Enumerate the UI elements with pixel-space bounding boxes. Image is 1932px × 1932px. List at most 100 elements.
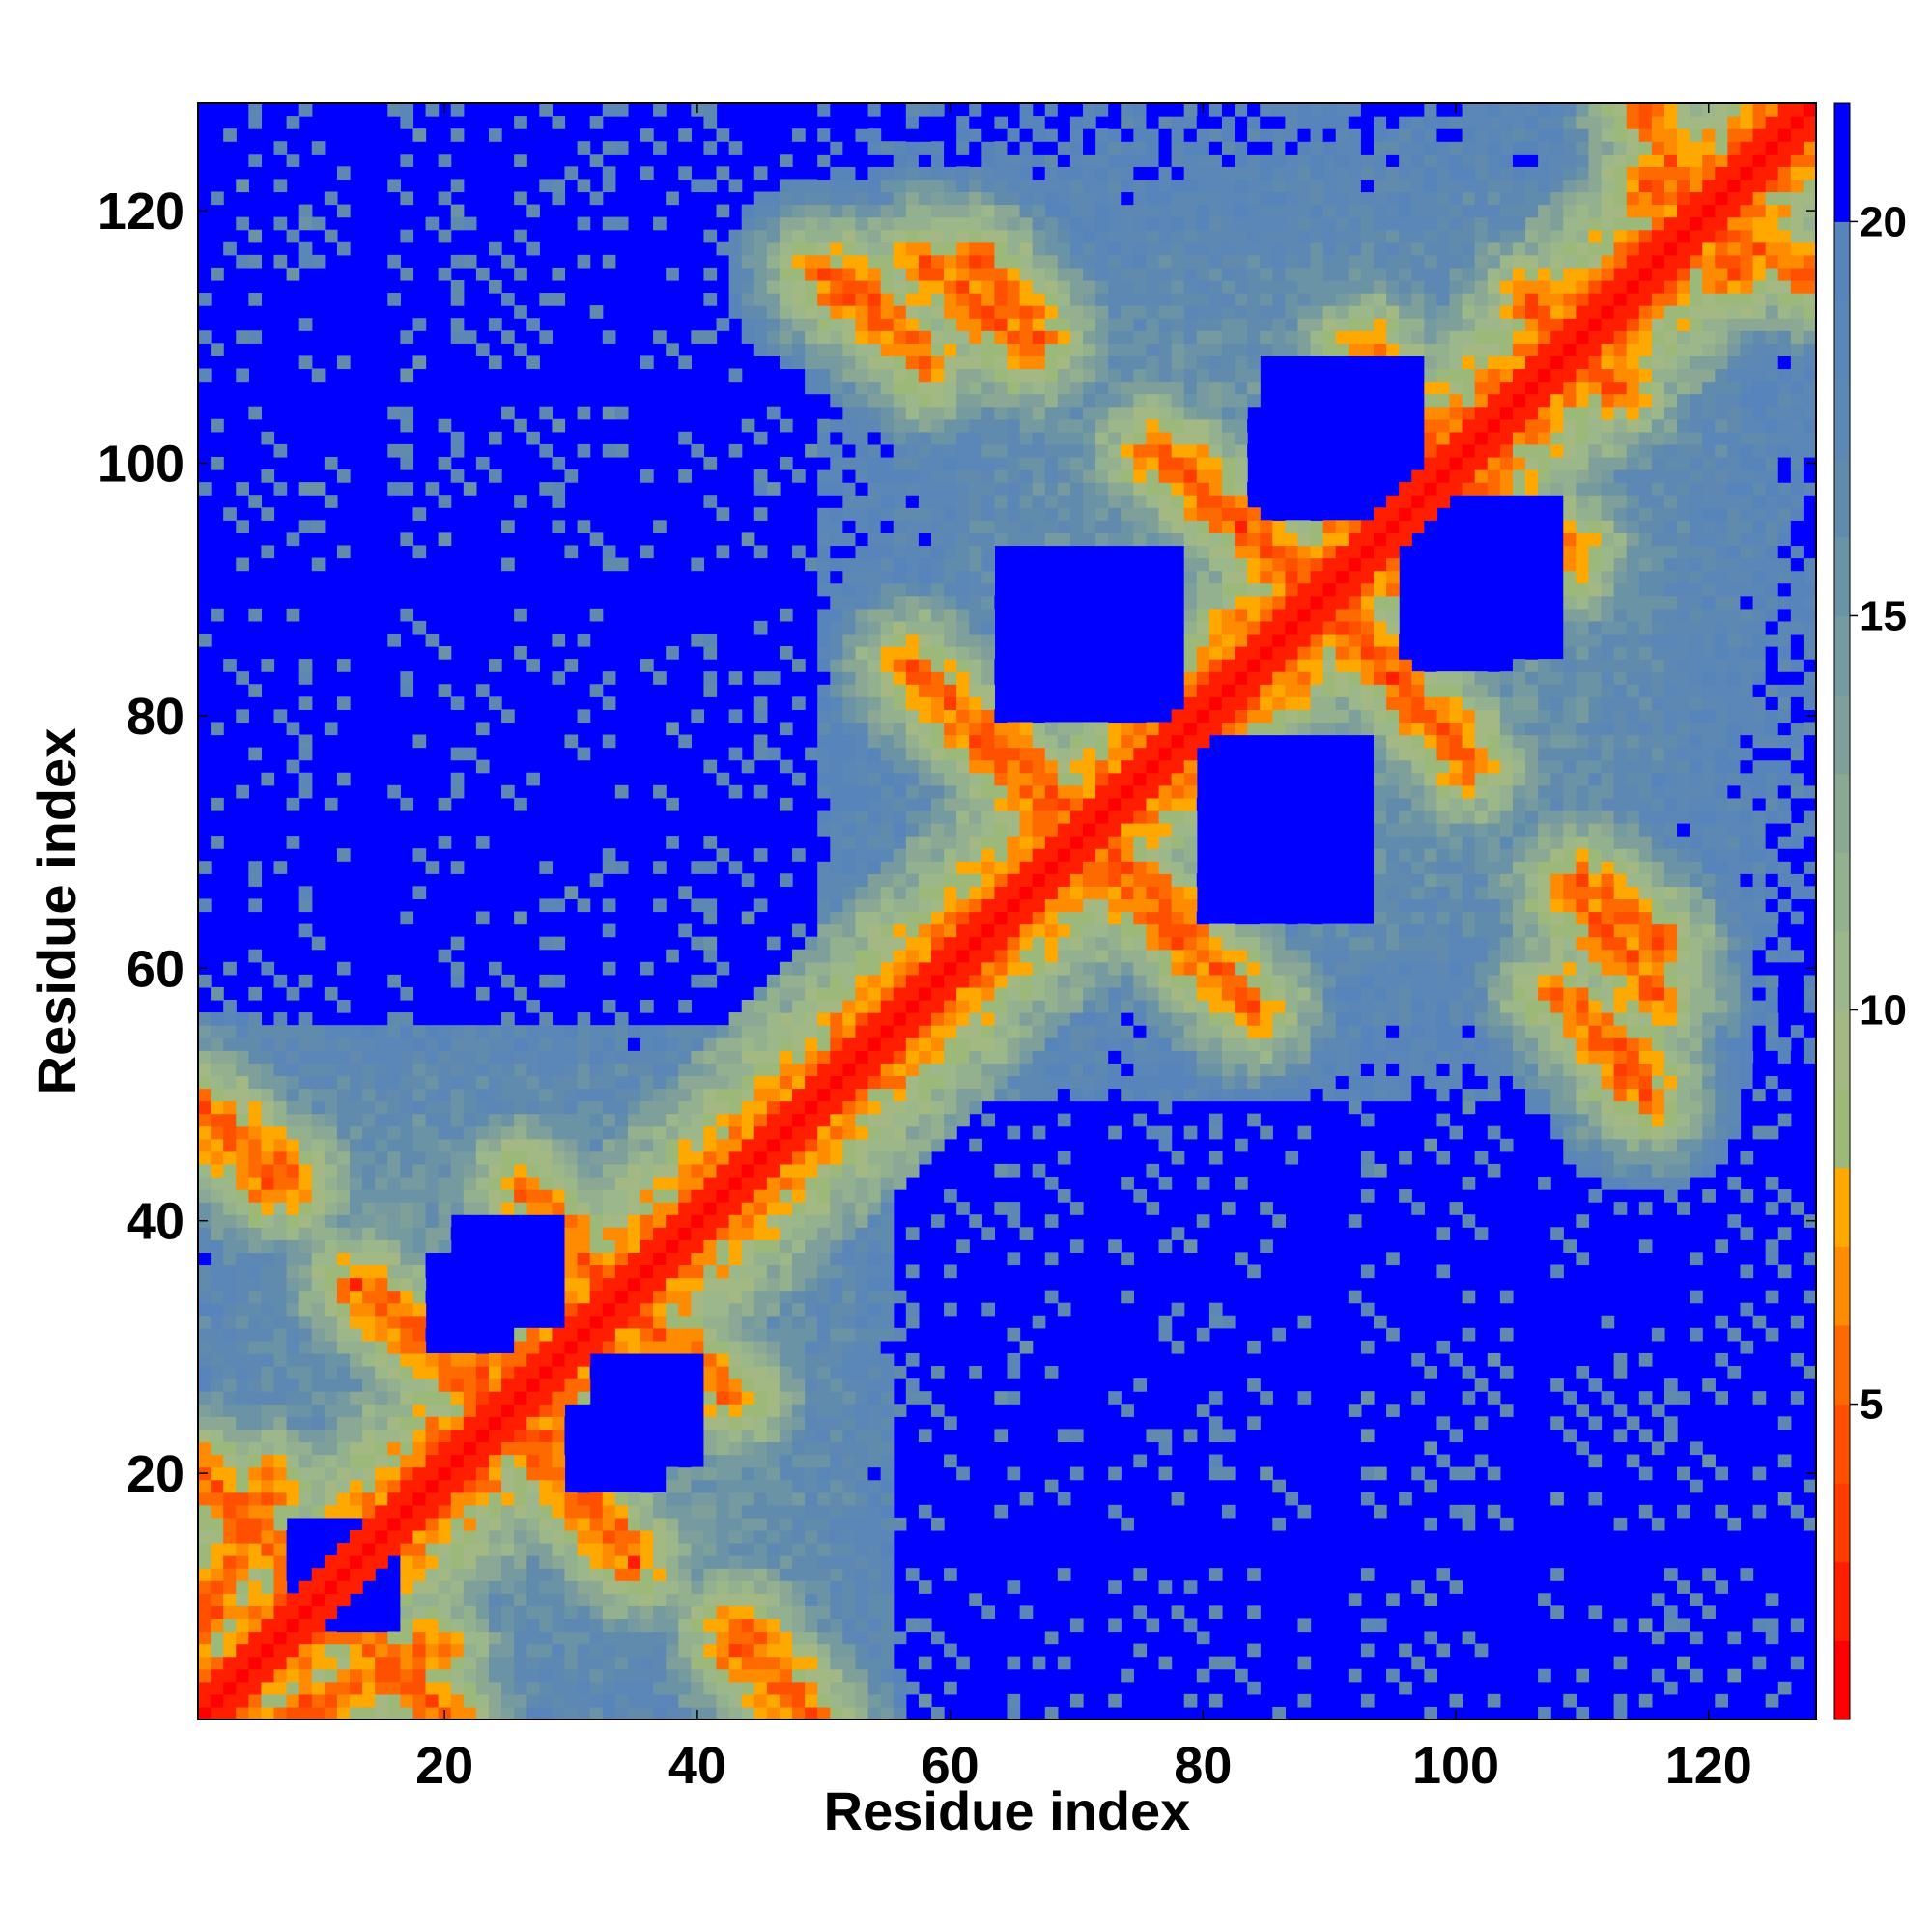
heatmap-cell	[450, 1138, 465, 1152]
heatmap-cell	[211, 1454, 224, 1468]
heatmap-cell	[880, 1302, 895, 1317]
heatmap-cell	[728, 1706, 743, 1720]
heatmap-cell	[463, 1163, 477, 1178]
heatmap-cell	[640, 1239, 654, 1253]
heatmap-cell	[981, 696, 996, 710]
heatmap-cell	[311, 1037, 326, 1051]
heatmap-cell	[716, 1517, 730, 1531]
heatmap-cell	[1007, 1352, 1021, 1367]
heatmap-cell	[842, 355, 857, 370]
heatmap-cell	[1044, 810, 1059, 824]
heatmap-cell	[766, 1492, 781, 1506]
heatmap-cell	[905, 1352, 920, 1367]
heatmap-cell	[1057, 949, 1071, 963]
heatmap-cell	[438, 1366, 452, 1379]
heatmap-cell	[830, 1189, 843, 1203]
heatmap-cell	[830, 1668, 843, 1683]
heatmap-cell	[425, 1580, 440, 1594]
heatmap-cell	[779, 1176, 793, 1190]
heatmap-cell	[779, 1529, 793, 1544]
heatmap-cell	[311, 1075, 326, 1090]
heatmap-cell	[893, 254, 907, 269]
heatmap-cell	[425, 1656, 440, 1670]
heatmap-cell	[867, 443, 882, 458]
heatmap-cell	[261, 1643, 275, 1658]
heatmap-cell	[753, 1681, 768, 1695]
heatmap-cell	[855, 507, 869, 521]
heatmap-cell	[362, 1125, 376, 1140]
heatmap-cell	[261, 1202, 275, 1215]
heatmap-cell	[248, 330, 263, 344]
heatmap-cell	[577, 1352, 591, 1367]
heatmap-cell	[438, 1088, 452, 1102]
heatmap-cell	[792, 1416, 806, 1430]
heatmap-cell	[741, 1214, 755, 1228]
heatmap-cell	[969, 1366, 982, 1379]
heatmap-cell	[463, 1063, 477, 1077]
heatmap-cell	[867, 722, 882, 736]
heatmap-cell	[981, 759, 996, 774]
heatmap-cell	[273, 1618, 288, 1633]
heatmap-cell	[855, 1138, 869, 1152]
heatmap-cell	[893, 267, 907, 281]
heatmap-cell	[880, 1012, 895, 1026]
heatmap-cell	[918, 759, 932, 774]
heatmap-cell	[211, 1466, 224, 1481]
heatmap-cell	[261, 1163, 275, 1178]
heatmap-cell	[1007, 1125, 1021, 1140]
heatmap-cell	[564, 1555, 579, 1569]
heatmap-cell	[817, 595, 831, 610]
heatmap-cell	[805, 368, 818, 383]
heatmap-cell	[564, 1290, 579, 1304]
heatmap-cell	[223, 1088, 237, 1102]
heatmap-cell	[298, 216, 313, 231]
heatmap-cell	[589, 1693, 604, 1708]
heatmap-cell	[880, 1643, 895, 1658]
heatmap-cell	[930, 179, 945, 193]
heatmap-cell	[412, 1529, 427, 1544]
heatmap-cell	[918, 216, 932, 231]
heatmap-cell	[855, 684, 869, 697]
heatmap-cell	[614, 1517, 629, 1531]
heatmap-cell	[944, 759, 957, 774]
heatmap-cell	[893, 671, 907, 685]
heatmap-cell	[273, 1693, 288, 1708]
heatmap-cell	[893, 520, 907, 533]
heatmap-cell	[412, 1315, 427, 1329]
heatmap-cell	[969, 154, 982, 167]
heatmap-cell	[817, 469, 831, 483]
heatmap-cell	[552, 1025, 566, 1038]
heatmap-cell	[981, 1227, 996, 1240]
heatmap-cell	[728, 1391, 743, 1405]
heatmap-cell	[678, 1113, 692, 1127]
heatmap-cell	[1019, 1340, 1034, 1354]
heatmap-cell	[387, 1366, 401, 1379]
heatmap-cell	[691, 709, 705, 724]
heatmap-cell	[792, 999, 806, 1013]
heatmap-cell	[425, 1227, 440, 1240]
heatmap-cell	[286, 608, 300, 622]
heatmap-cell	[514, 1151, 527, 1165]
heatmap-cell	[438, 1138, 452, 1152]
heatmap-cell	[855, 1151, 869, 1165]
heatmap-cell	[475, 1151, 490, 1165]
heatmap-cell	[198, 1063, 212, 1077]
heatmap-cell	[893, 279, 907, 294]
heatmap-cell	[514, 1643, 527, 1658]
heatmap-cell	[198, 1593, 212, 1606]
heatmap-cell	[324, 1643, 338, 1658]
heatmap-cell	[930, 242, 945, 256]
heatmap-cell	[198, 1706, 212, 1720]
heatmap-cell	[842, 381, 857, 395]
heatmap-cell	[842, 254, 857, 269]
heatmap-cell	[450, 254, 465, 269]
heatmap-cell	[880, 1416, 895, 1430]
heatmap-cell	[779, 1605, 793, 1620]
heatmap-cell	[766, 406, 781, 420]
heatmap-cell	[311, 1454, 326, 1468]
heatmap-cell	[905, 545, 920, 559]
heatmap-cell	[362, 1100, 376, 1115]
heatmap-cell	[817, 1202, 831, 1215]
heatmap-cell	[564, 1340, 579, 1354]
heatmap-cell	[703, 1277, 718, 1292]
